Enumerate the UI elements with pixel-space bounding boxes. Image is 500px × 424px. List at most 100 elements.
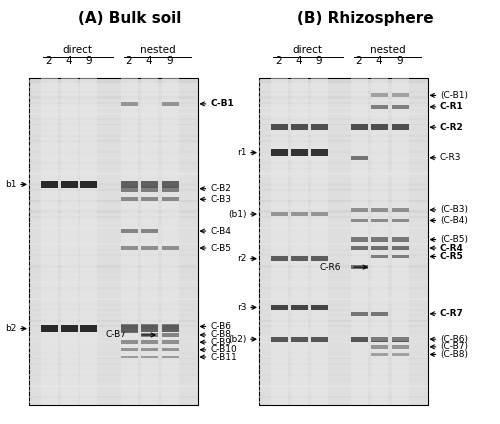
Bar xyxy=(29,205,198,208)
Bar xyxy=(259,227,428,229)
Bar xyxy=(29,162,198,164)
Bar xyxy=(29,352,198,354)
Bar xyxy=(310,304,328,310)
Bar xyxy=(80,325,98,332)
Bar xyxy=(29,254,198,256)
Text: (C-B8): (C-B8) xyxy=(440,350,468,359)
Bar xyxy=(29,293,198,294)
Bar xyxy=(259,298,428,300)
Bar xyxy=(270,212,287,216)
Bar xyxy=(270,337,287,342)
Bar xyxy=(259,320,428,321)
Bar xyxy=(40,181,58,188)
Bar xyxy=(120,324,138,329)
Bar xyxy=(259,259,428,262)
Bar xyxy=(370,246,388,250)
Bar xyxy=(29,385,198,387)
Text: 2: 2 xyxy=(276,56,282,66)
Bar xyxy=(259,189,428,191)
Bar xyxy=(370,124,388,131)
Bar xyxy=(392,353,408,356)
Bar xyxy=(29,195,198,196)
Bar xyxy=(290,256,308,261)
Bar xyxy=(259,172,428,175)
Bar xyxy=(29,210,198,213)
Bar xyxy=(259,80,428,83)
Bar xyxy=(120,229,138,233)
Text: 4: 4 xyxy=(66,56,72,66)
Bar xyxy=(120,349,138,351)
Bar xyxy=(162,325,178,332)
Bar xyxy=(29,178,198,180)
Bar xyxy=(259,86,428,88)
Text: C-B10: C-B10 xyxy=(210,345,237,354)
Bar xyxy=(40,325,58,332)
Text: C-B7: C-B7 xyxy=(105,330,126,340)
Bar xyxy=(162,340,178,344)
Bar xyxy=(259,238,428,240)
Bar xyxy=(29,124,198,126)
Bar xyxy=(29,265,198,268)
Bar xyxy=(392,219,408,222)
Bar xyxy=(162,78,178,405)
Bar xyxy=(40,78,58,405)
Text: (b2): (b2) xyxy=(228,335,246,344)
Bar xyxy=(350,124,368,131)
Bar xyxy=(60,181,78,188)
Bar xyxy=(140,78,158,405)
Bar xyxy=(259,309,428,311)
Bar xyxy=(259,102,428,104)
Bar xyxy=(29,216,198,218)
Bar xyxy=(162,181,178,188)
Bar xyxy=(162,197,178,201)
Bar xyxy=(120,246,138,250)
Bar xyxy=(392,78,408,405)
Bar xyxy=(259,369,428,370)
Bar xyxy=(29,222,198,223)
Bar xyxy=(162,349,178,351)
Bar xyxy=(370,353,388,356)
Bar xyxy=(29,167,198,169)
Bar xyxy=(140,186,158,192)
Bar xyxy=(259,385,428,387)
Bar xyxy=(259,276,428,279)
Bar xyxy=(120,78,138,405)
Bar xyxy=(259,140,428,142)
Bar xyxy=(140,349,158,351)
Text: (C-B1): (C-B1) xyxy=(440,91,468,100)
Bar xyxy=(29,303,198,306)
Text: 4: 4 xyxy=(146,56,152,66)
Bar xyxy=(270,256,287,261)
Text: C-B6: C-B6 xyxy=(210,322,231,331)
Text: 9: 9 xyxy=(316,56,322,66)
Bar xyxy=(29,379,198,382)
Bar xyxy=(370,208,388,212)
Text: 2: 2 xyxy=(46,56,52,66)
Bar xyxy=(259,325,428,327)
Bar xyxy=(392,124,408,131)
Bar xyxy=(370,312,388,315)
Bar xyxy=(370,78,388,405)
Bar xyxy=(140,355,158,359)
Text: direct: direct xyxy=(62,45,92,55)
Bar xyxy=(370,345,388,349)
Text: C-B4: C-B4 xyxy=(210,226,231,236)
Bar xyxy=(259,232,428,235)
Bar xyxy=(259,145,428,148)
Text: r3: r3 xyxy=(237,303,246,312)
Bar xyxy=(310,124,328,131)
Bar xyxy=(29,78,198,405)
Bar xyxy=(259,352,428,354)
Bar xyxy=(290,149,308,156)
Text: (C-B7): (C-B7) xyxy=(440,342,468,351)
Bar xyxy=(392,246,408,250)
Bar xyxy=(29,346,198,349)
Bar xyxy=(80,78,98,405)
Bar xyxy=(29,227,198,229)
Bar xyxy=(290,212,308,216)
Bar xyxy=(140,333,158,337)
Bar xyxy=(370,105,388,109)
Bar xyxy=(370,254,388,258)
Text: C-R6: C-R6 xyxy=(320,262,342,272)
Bar xyxy=(259,151,428,153)
